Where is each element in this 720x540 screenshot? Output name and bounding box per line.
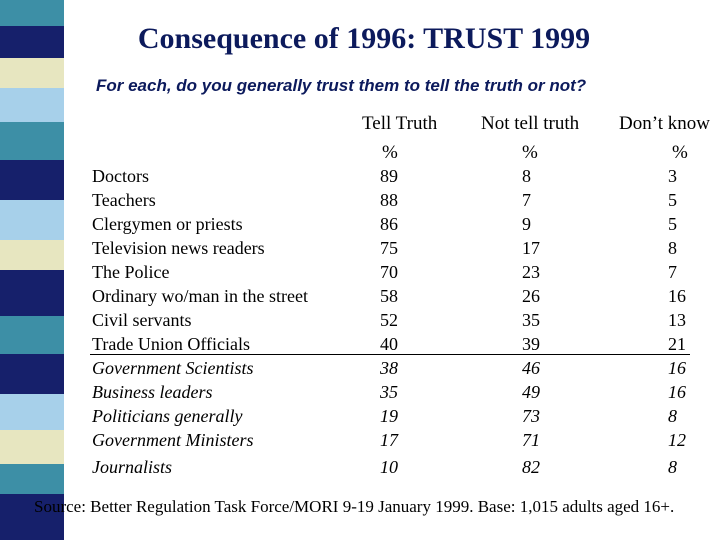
- tell-truth-value: 86: [380, 214, 398, 234]
- row-label: Government Scientists: [92, 358, 254, 378]
- table-row: Government Ministers 17 71 12: [0, 430, 720, 454]
- dont-know-value: 8: [668, 406, 677, 426]
- survey-question: For each, do you generally trust them to…: [96, 76, 587, 95]
- dont-know-value: 12: [668, 430, 686, 450]
- unit-label-dont-know: %: [672, 142, 688, 163]
- row-label: Politicians generally: [92, 406, 243, 426]
- tell-truth-value: 19: [380, 406, 398, 426]
- not-tell-truth-value: 7: [522, 190, 531, 210]
- strip-block: [0, 464, 64, 494]
- dont-know-value: 21: [668, 334, 686, 354]
- strip-block: [0, 316, 64, 354]
- tell-truth-value: 89: [380, 166, 398, 186]
- table-row: Trade Union Officials 40 39 21: [0, 334, 720, 358]
- strip-block: [0, 494, 64, 540]
- strip-block: [0, 200, 64, 240]
- not-tell-truth-value: 26: [522, 286, 540, 306]
- strip-block: [0, 26, 64, 58]
- column-header-dont-know: Don’t know: [619, 113, 710, 134]
- not-tell-truth-value: 35: [522, 310, 540, 330]
- table-row: Television news readers 75 17 8: [0, 238, 720, 262]
- tell-truth-value: 10: [380, 457, 398, 477]
- not-tell-truth-value: 39: [522, 334, 540, 354]
- row-label: Ordinary wo/man in the street: [92, 286, 308, 306]
- row-label: The Police: [92, 262, 170, 282]
- dont-know-value: 16: [668, 382, 686, 402]
- table-row: Government Scientists 38 46 16: [0, 358, 720, 382]
- row-label: Journalists: [92, 457, 173, 477]
- tell-truth-value: 52: [380, 310, 398, 330]
- not-tell-truth-value: 73: [522, 406, 540, 426]
- strip-block: [0, 88, 64, 122]
- not-tell-truth-value: 82: [522, 457, 540, 477]
- not-tell-truth-value: 17: [522, 238, 540, 258]
- column-header-tell-truth: Tell Truth: [362, 113, 438, 134]
- dont-know-value: 5: [668, 214, 677, 234]
- table-row: Politicians generally 19 73 8: [0, 406, 720, 430]
- source-note: Source: Better Regulation Task Force/MOR…: [34, 497, 675, 516]
- dont-know-value: 8: [668, 457, 677, 477]
- strip-block: [0, 58, 64, 88]
- dont-know-value: 16: [668, 358, 686, 378]
- unit-label-tell-truth: %: [382, 142, 398, 163]
- not-tell-truth-value: 8: [522, 166, 531, 186]
- tell-truth-value: 35: [380, 382, 398, 402]
- unit-label-not-tell-truth: %: [522, 142, 538, 163]
- tell-truth-value: 38: [380, 358, 398, 378]
- table-divider: [90, 354, 690, 355]
- table-row: Doctors 89 8 3: [0, 166, 720, 190]
- strip-block: [0, 430, 64, 464]
- row-label: Doctors: [92, 166, 149, 186]
- not-tell-truth-value: 49: [522, 382, 540, 402]
- not-tell-truth-value: 23: [522, 262, 540, 282]
- strip-block: [0, 240, 64, 270]
- tell-truth-value: 58: [380, 286, 398, 306]
- dont-know-value: 13: [668, 310, 686, 330]
- row-label: Business leaders: [92, 382, 213, 402]
- strip-block: [0, 270, 64, 316]
- dont-know-value: 5: [668, 190, 677, 210]
- strip-block: [0, 394, 64, 430]
- table-row: Ordinary wo/man in the street 58 26 16: [0, 286, 720, 310]
- row-label: Teachers: [92, 190, 156, 210]
- slide-title: Consequence of 1996: TRUST 1999: [137, 22, 591, 55]
- column-header-not-tell-truth: Not tell truth: [481, 113, 580, 134]
- dont-know-value: 7: [668, 262, 677, 282]
- not-tell-truth-value: 46: [522, 358, 540, 378]
- row-label: Government Ministers: [92, 430, 254, 450]
- tell-truth-value: 40: [380, 334, 398, 354]
- table-row: The Police 70 23 7: [0, 262, 720, 286]
- strip-block: [0, 122, 64, 160]
- row-label: Television news readers: [92, 238, 265, 258]
- not-tell-truth-value: 9: [522, 214, 531, 234]
- dont-know-value: 8: [668, 238, 677, 258]
- tell-truth-value: 70: [380, 262, 398, 282]
- table-row: Civil servants 52 35 13: [0, 310, 720, 334]
- strip-block: [0, 0, 64, 26]
- row-label: Clergymen or priests: [92, 214, 243, 234]
- table-row: Business leaders 35 49 16: [0, 382, 720, 406]
- not-tell-truth-value: 71: [522, 430, 540, 450]
- table-row: Journalists 10 82 8: [0, 457, 720, 481]
- tell-truth-value: 88: [380, 190, 398, 210]
- table-row: Clergymen or priests 86 9 5: [0, 214, 720, 238]
- strip-block: [0, 354, 64, 394]
- decorative-color-strip: [0, 0, 64, 540]
- row-label: Civil servants: [92, 310, 192, 330]
- tell-truth-value: 75: [380, 238, 398, 258]
- table-row: Teachers 88 7 5: [0, 190, 720, 214]
- tell-truth-value: 17: [380, 430, 398, 450]
- row-label: Trade Union Officials: [92, 334, 250, 354]
- dont-know-value: 3: [668, 166, 677, 186]
- dont-know-value: 16: [668, 286, 686, 306]
- strip-block: [0, 160, 64, 200]
